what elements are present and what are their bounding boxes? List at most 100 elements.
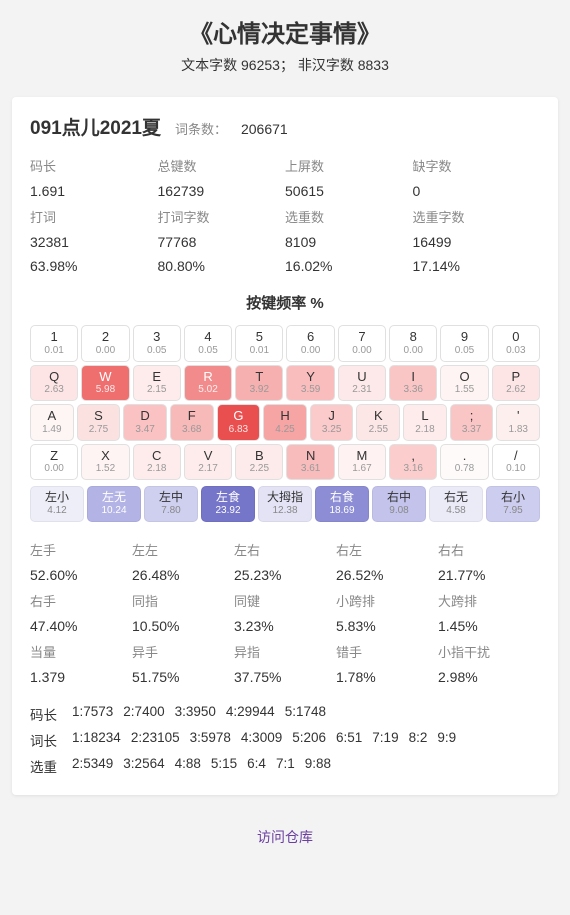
key-label: H [264,408,306,424]
dist-item: 4:29944 [226,704,275,724]
keyboard-key: I3.36 [389,365,437,402]
dist-item: 3:2564 [123,756,164,776]
dist-item: 5:1748 [285,704,326,724]
keyboard-key: W5.98 [81,365,129,402]
stat-value: 16499 [413,232,541,252]
keyboard-key: Z0.00 [30,444,78,481]
key-percent: 1.55 [441,384,487,396]
keyboard-key: E2.15 [133,365,181,402]
stat-header: 总键数 [158,154,286,177]
key-label: K [357,408,399,424]
key-percent: 3.92 [236,384,282,396]
key-percent: 0.00 [390,345,436,357]
key-label: S [78,408,120,424]
metric-header: 右左 [336,538,438,561]
metric-header: 小跨排 [336,589,438,612]
key-percent: 3.16 [390,463,436,475]
dist-row: 词长1:182342:231053:59784:30095:2066:517:1… [30,727,540,753]
page-header: 《心情决定事情》 文本字数 96253； 非汉字数 8833 [0,0,570,85]
key-percent: 12.38 [259,505,311,517]
key-percent: 5.98 [82,384,128,396]
key-label: 左中 [145,490,197,504]
key-label: V [185,448,231,464]
stat-header: 缺字数 [413,154,541,177]
dist-row: 选重2:53493:25644:885:156:47:19:88 [30,753,540,779]
key-percent: 3.36 [390,384,436,396]
key-label: A [31,408,73,424]
key-percent: 0.00 [82,345,128,357]
key-label: 8 [390,329,436,345]
key-percent: 1.67 [339,463,385,475]
key-label: U [339,369,385,385]
dist-item: 2:5349 [72,756,113,776]
keyboard-key: M1.67 [338,444,386,481]
keyboard-key: B2.25 [235,444,283,481]
key-label: J [311,408,353,424]
metric-value: 51.75% [132,667,234,687]
dist-item: 1:7573 [72,704,113,724]
card-title-row: 091点儿2021夏 词条数： 206671 [30,113,540,140]
hand-metrics-grid: 左手左左左右右左右右52.60%26.48%25.23%26.52%21.77%… [30,538,540,687]
keyboard-key: F3.68 [170,404,214,441]
keyboard-key: X1.52 [81,444,129,481]
keyboard-key: P2.62 [492,365,540,402]
keyboard-key: H4.25 [263,404,307,441]
dist-item: 2:23105 [131,730,180,750]
key-percent: 0.00 [287,345,333,357]
key-percent: 7.95 [487,505,539,517]
metric-header: 大跨排 [438,589,540,612]
key-percent: 0.00 [31,463,77,475]
keyboard-key: U2.31 [338,365,386,402]
keyboard-key: L2.18 [403,404,447,441]
key-label: ' [497,408,539,424]
metric-value: 47.40% [30,616,132,636]
metric-header: 同指 [132,589,234,612]
stat-value: 16.02% [285,256,413,276]
dist-item: 5:206 [292,730,326,750]
key-percent: 10.24 [88,505,140,517]
key-percent: 2.25 [236,463,282,475]
key-percent: 0.01 [31,345,77,357]
keyboard-key: 30.05 [133,325,181,362]
key-label: 大拇指 [259,490,311,504]
dist-item: 4:88 [175,756,201,776]
key-label: D [124,408,166,424]
key-percent: 1.52 [82,463,128,475]
finger-key: 右中9.08 [372,486,426,521]
keyboard-key: N3.61 [286,444,334,481]
key-percent: 2.17 [185,463,231,475]
metric-header: 当量 [30,640,132,663]
stat-value: 8109 [285,232,413,252]
keyboard-key: /0.10 [492,444,540,481]
key-label: 右无 [430,490,482,504]
keyboard-key: Q2.63 [30,365,78,402]
distribution-section: 码长1:75732:74003:39504:299445:1748词长1:182… [30,701,540,779]
key-label: 右食 [316,490,368,504]
key-percent: 0.05 [134,345,180,357]
key-label: 左无 [88,490,140,504]
stat-value: 77768 [158,232,286,252]
dist-item: 7:1 [276,756,295,776]
metric-value: 1.45% [438,616,540,636]
dist-label: 词长 [30,730,62,750]
repo-link[interactable]: 访问仓库 [257,829,313,845]
keyboard-key: S2.75 [77,404,121,441]
keyboard-key: T3.92 [235,365,283,402]
key-label: 3 [134,329,180,345]
stat-value: 50615 [285,181,413,201]
key-label: 左食 [202,490,254,504]
entries-label: 词条数： [175,119,227,138]
metric-value: 52.60% [30,565,132,585]
stat-value: 0 [413,181,541,201]
key-label: G [218,408,260,424]
metric-value: 37.75% [234,667,336,687]
dist-item: 1:18234 [72,730,121,750]
keyboard-key: V2.17 [184,444,232,481]
finger-key: 左无10.24 [87,486,141,521]
metric-header: 异指 [234,640,336,663]
metric-header: 左左 [132,538,234,561]
keyboard-key: K2.55 [356,404,400,441]
keyboard-key: O1.55 [440,365,488,402]
stat-header: 码长 [30,154,158,177]
key-label: 6 [287,329,333,345]
